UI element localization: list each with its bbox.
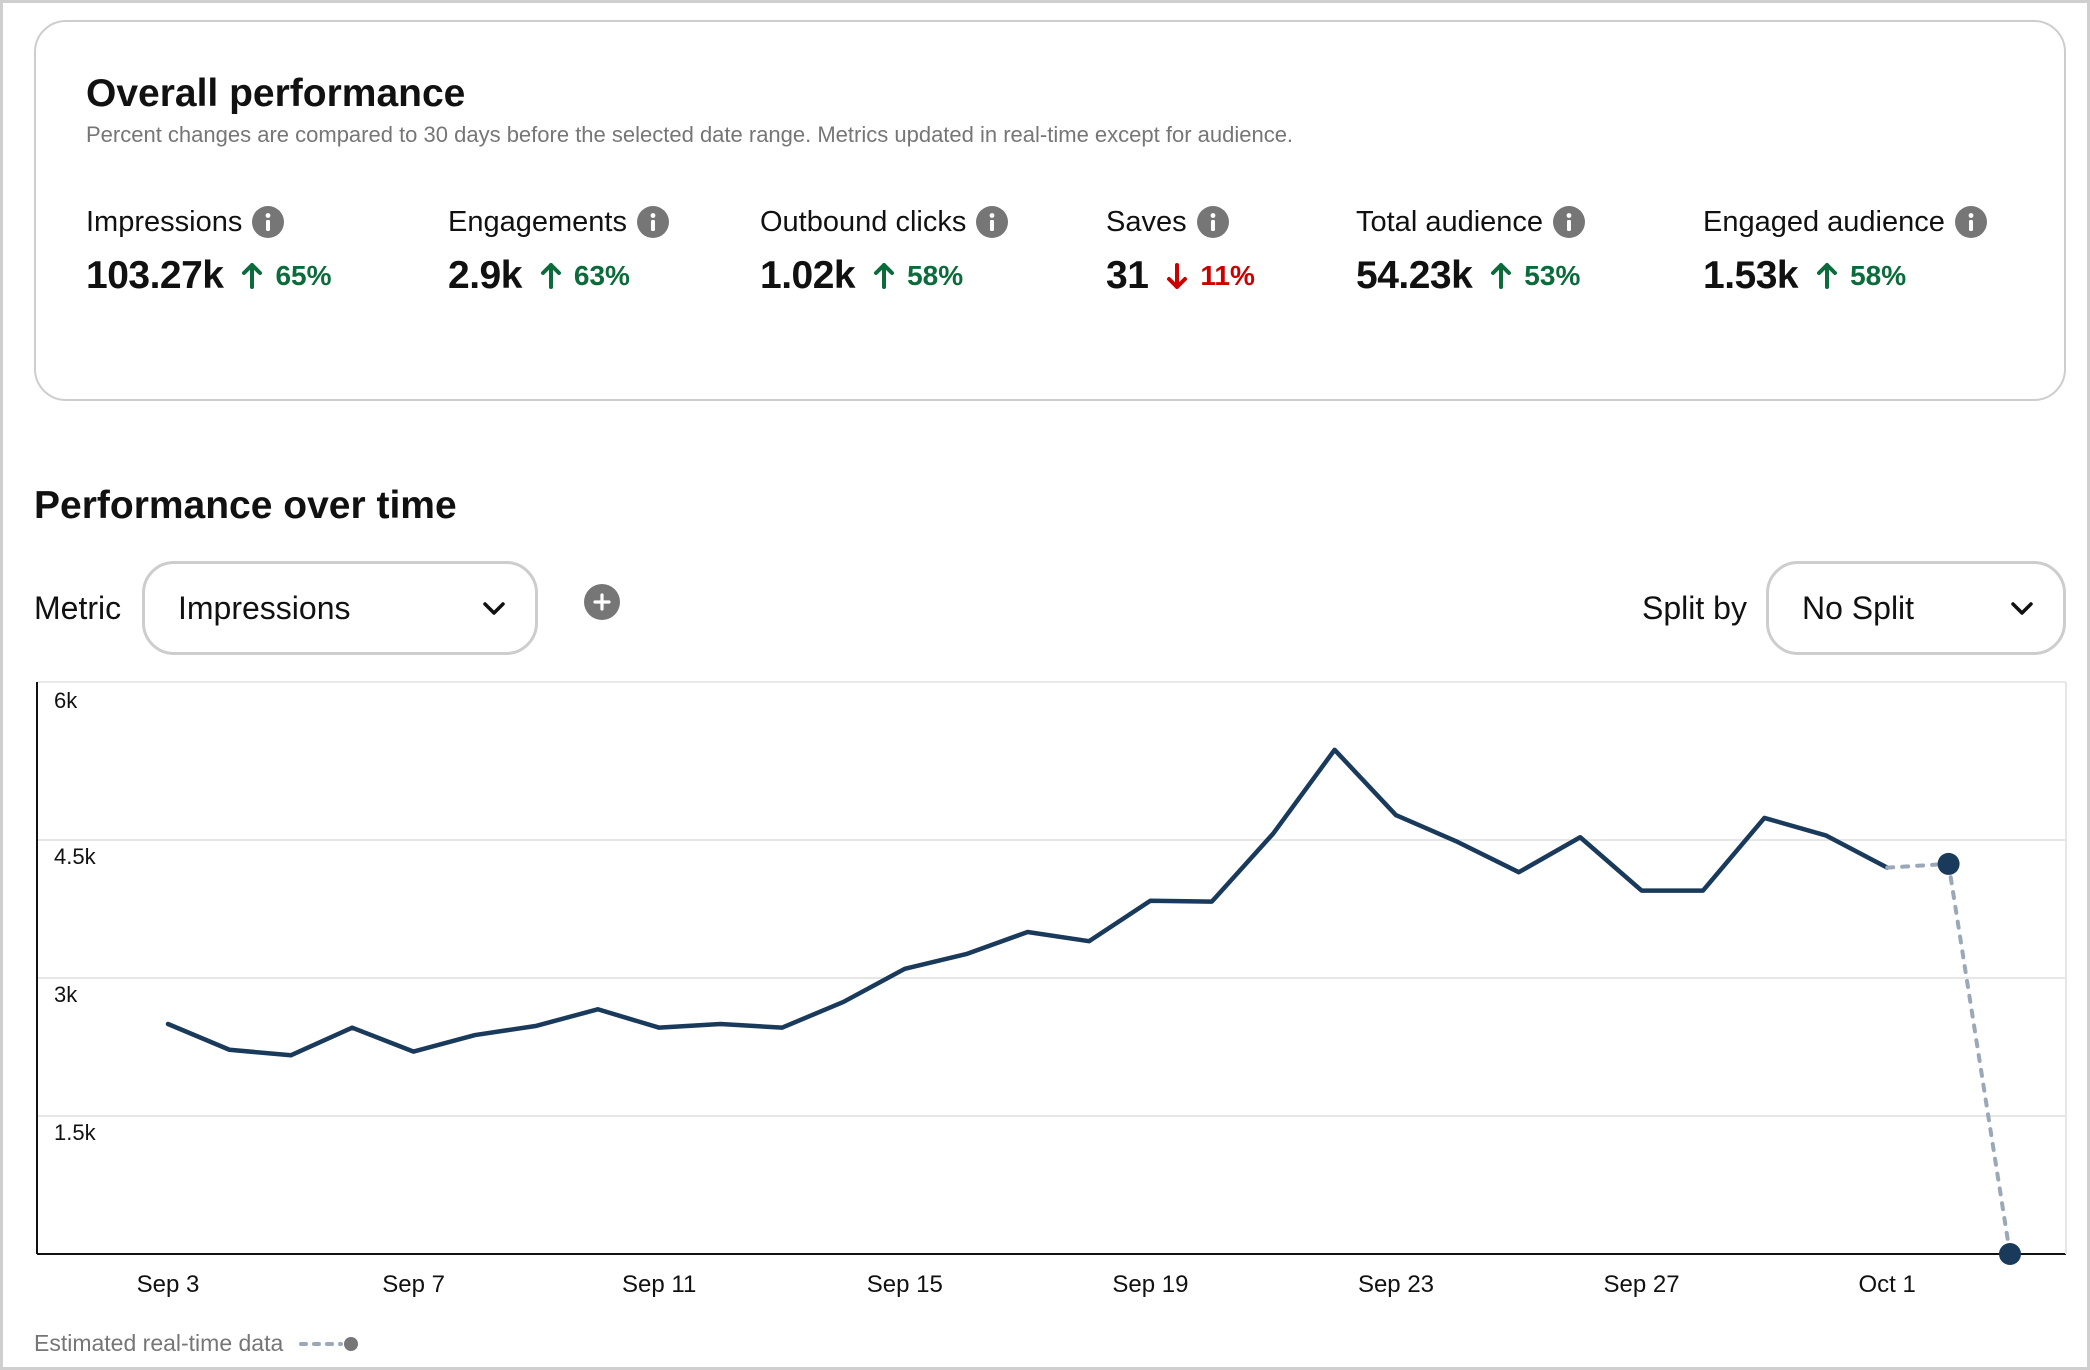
info-icon[interactable] — [252, 206, 285, 238]
x-tick-label: Sep 7 — [382, 1271, 445, 1298]
metric-delta-value: 53% — [1524, 260, 1581, 291]
estimated-data-point — [1937, 852, 1960, 875]
metric-outbound-clicks: Outbound clicks 1.02k 58% — [760, 202, 1009, 298]
x-tick-label: Sep 15 — [867, 1271, 943, 1298]
metric-label: Total audience — [1356, 205, 1544, 238]
metric-value: 1.53k — [1703, 254, 1799, 297]
x-tick-label: Oct 1 — [1859, 1271, 1916, 1298]
overall-performance-card: Overall performance Percent changes are … — [34, 20, 2066, 401]
info-icon[interactable] — [1196, 206, 1229, 238]
y-tick-label: 3k — [54, 982, 78, 1007]
metric-label: Outbound clicks — [760, 205, 967, 238]
overall-performance-title: Overall performance — [86, 72, 466, 115]
metric-impressions: Impressions 103.27k 65% — [86, 202, 332, 298]
impressions-line — [165, 747, 1890, 1058]
info-icon[interactable] — [636, 206, 669, 238]
metric-value: 31 — [1106, 254, 1149, 297]
metric-delta: 58% — [873, 260, 963, 292]
metric-label: Impressions — [86, 205, 243, 238]
metric-delta: 58% — [1816, 260, 1906, 292]
performance-chart: 1.5k 3k 4.5k 6k Sep 3 Sep 7 Sep 11 Sep 15 Sep 19… — [0, 680, 2090, 1310]
x-tick-label: Sep 23 — [1358, 1271, 1434, 1298]
arrow-up-icon — [242, 263, 263, 289]
metric-delta-value: 65% — [275, 260, 332, 291]
chevron-down-icon — [479, 594, 509, 629]
metric-label: Saves — [1106, 205, 1187, 238]
metric-delta-value: 63% — [573, 260, 630, 291]
performance-over-time-title: Performance over time — [34, 484, 457, 527]
plus-circle-icon[interactable] — [584, 584, 620, 620]
metric-label: Metric — [34, 590, 122, 626]
metric-delta: 65% — [241, 260, 332, 292]
estimated-line — [1885, 861, 2012, 1256]
x-tick-label: Sep 11 — [622, 1271, 696, 1298]
legend-label: Estimated real-time data — [34, 1330, 284, 1356]
metric-engaged-audience: Engaged audience 1.53k 58% — [1703, 202, 1987, 298]
metric-total-audience: Total audience 54.23k 53% — [1356, 202, 1586, 298]
estimated-data-legend-icon — [299, 1336, 359, 1351]
x-tick-label: Sep 27 — [1604, 1271, 1680, 1298]
estimated-data-point — [1999, 1243, 2021, 1265]
arrow-up-icon — [540, 263, 561, 289]
metric-delta: 63% — [540, 260, 630, 292]
arrow-up-icon — [1491, 263, 1512, 289]
split-by-label: Split by — [1642, 590, 1747, 626]
metric-delta-value: 11% — [1200, 260, 1255, 291]
metric-label: Engaged audience — [1703, 205, 1945, 238]
split-by-select-value: No Split — [1802, 589, 1915, 626]
y-tick-label: 4.5k — [54, 844, 97, 869]
chevron-down-icon — [2007, 594, 2037, 629]
x-tick-label: Sep 3 — [137, 1271, 200, 1298]
metric-select-value: Impressions — [178, 589, 351, 626]
performance-chart-svg: 1.5k 3k 4.5k 6k Sep 3 Sep 7 Sep 11 Sep 15 Sep 19… — [36, 681, 2067, 1298]
y-tick-label: 1.5k — [54, 1120, 97, 1145]
info-icon[interactable] — [1553, 206, 1586, 238]
x-tick-label: Sep 19 — [1112, 1271, 1188, 1298]
metric-engagements: Engagements 2.9k 63% — [448, 202, 669, 298]
overall-performance-subtitle: Percent changes are compared to 30 days … — [86, 122, 1294, 147]
metric-saves: Saves 31 11% — [1106, 202, 1255, 298]
metric-value: 1.02k — [760, 254, 856, 297]
metric-delta-value: 58% — [907, 260, 964, 291]
arrow-down-icon — [1167, 263, 1188, 289]
info-icon[interactable] — [976, 206, 1009, 238]
metric-value: 103.27k — [86, 254, 224, 297]
metric-select[interactable]: Impressions — [142, 561, 538, 655]
metric-delta-value: 58% — [1850, 260, 1907, 291]
metric-value: 2.9k — [448, 254, 522, 297]
y-tick-label: 6k — [54, 688, 78, 713]
metric-delta: 53% — [1490, 260, 1580, 292]
metric-label: Engagements — [448, 205, 627, 238]
metric-delta: 11% — [1166, 260, 1255, 292]
arrow-up-icon — [874, 263, 895, 289]
metric-value: 54.23k — [1356, 254, 1473, 297]
split-by-select[interactable]: No Split — [1766, 561, 2066, 655]
legend: Estimated real-time data — [34, 1330, 367, 1357]
arrow-up-icon — [1817, 263, 1838, 289]
info-icon[interactable] — [1954, 206, 1987, 238]
